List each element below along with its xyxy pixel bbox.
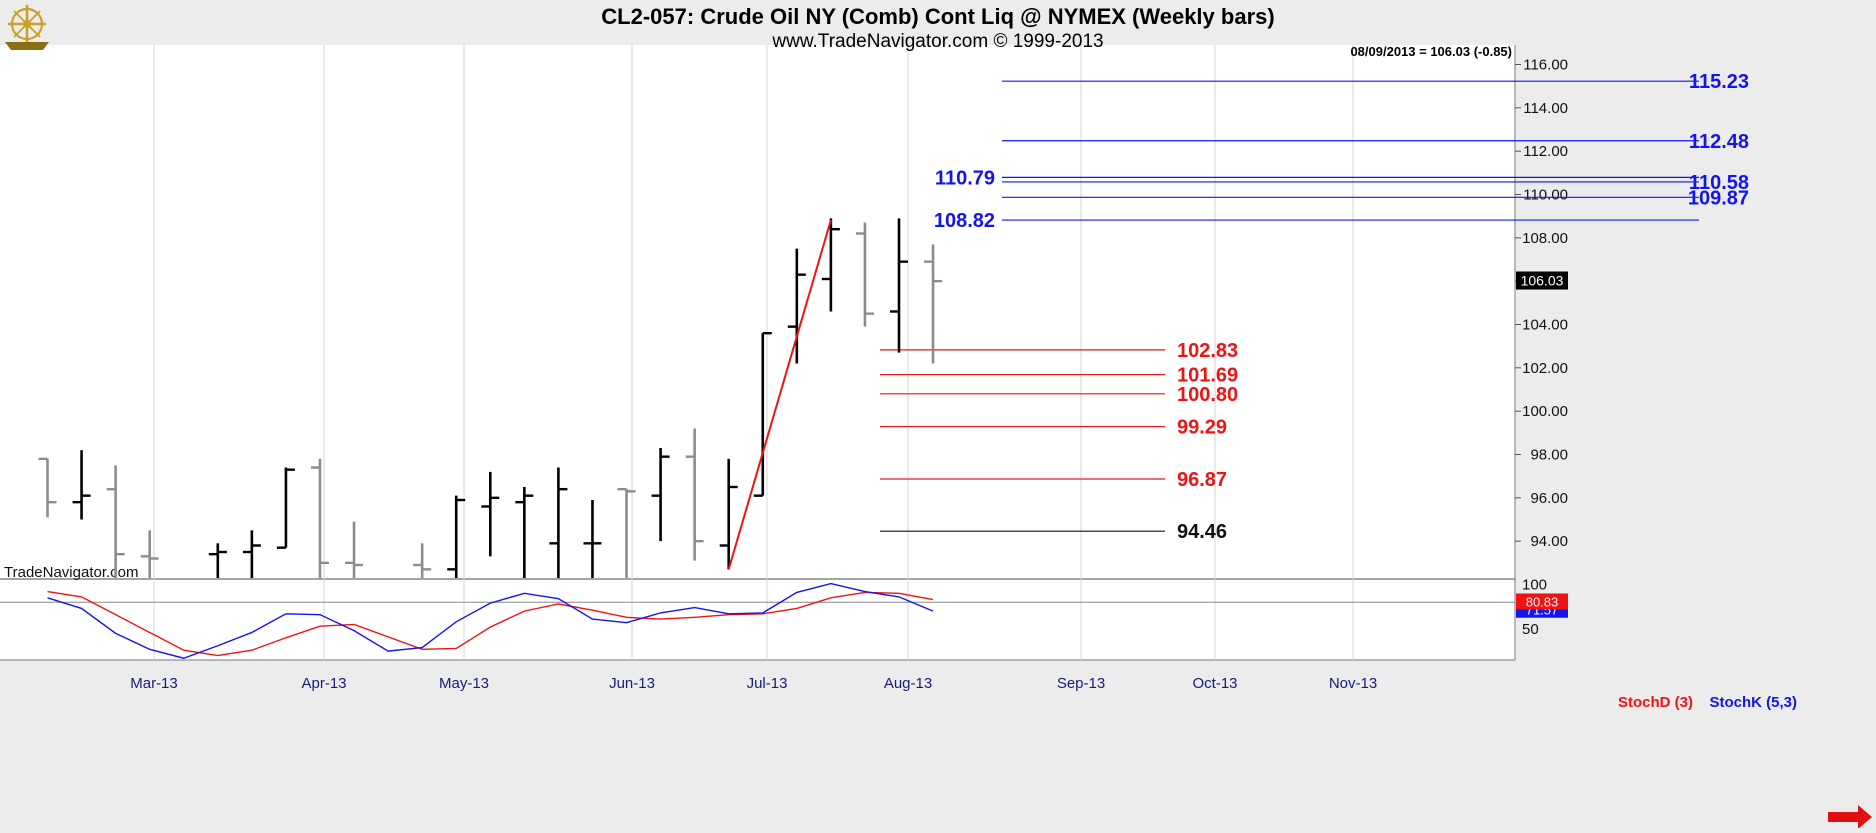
y-tick-label: 98.00 <box>1530 447 1568 464</box>
y-tick-label: 96.00 <box>1530 490 1568 507</box>
x-tick-label: Sep-13 <box>1057 675 1105 692</box>
chart-title: CL2-057: Crude Oil NY (Comb) Cont Liq @ … <box>601 4 1275 29</box>
y-tick-label: 100.00 <box>1522 403 1568 420</box>
y-tick-label: 112.00 <box>1523 143 1568 160</box>
level-label: 101.69 <box>1177 365 1238 387</box>
x-tick-label: Aug-13 <box>884 675 932 692</box>
level-label: 94.46 <box>1177 521 1227 543</box>
last-price-tag-label: 106.03 <box>1521 273 1564 289</box>
chart-subtitle: www.TradeNavigator.com © 1999-2013 <box>772 31 1104 52</box>
stochastic-y-tick-label: 100 <box>1522 576 1547 593</box>
stoch-d-value: 80.83 <box>1526 594 1559 609</box>
level-label: 102.83 <box>1177 340 1238 362</box>
y-tick-label: 102.00 <box>1522 360 1568 377</box>
level-label: 96.87 <box>1177 469 1227 491</box>
x-tick-label: Jul-13 <box>747 675 788 692</box>
level-label: 110.58 <box>1689 172 1749 194</box>
stoch-k-legend: StochK (5,3) <box>1709 694 1797 711</box>
last-price-info: 08/09/2013 = 106.03 (-0.85) <box>1350 44 1512 59</box>
stoch-d-legend: StochD (3) <box>1618 694 1693 711</box>
x-tick-label: Oct-13 <box>1192 675 1237 692</box>
level-label: 99.29 <box>1177 417 1227 439</box>
y-tick-label: 104.00 <box>1522 317 1568 334</box>
x-tick-label: Jun-13 <box>609 675 655 692</box>
stochastic-panel <box>0 580 1515 660</box>
scroll-right-arrow-icon <box>1828 805 1872 829</box>
y-tick-label: 94.00 <box>1530 533 1568 550</box>
swing-line <box>727 219 832 570</box>
trade-navigator-ship-logo-icon <box>5 5 49 50</box>
level-label: 100.80 <box>1177 384 1238 406</box>
price-panel <box>0 45 1515 578</box>
level-label: 110.79 <box>935 167 995 189</box>
y-tick-label: 108.00 <box>1522 230 1568 247</box>
x-tick-label: Mar-13 <box>130 675 178 692</box>
y-tick-label: 116.00 <box>1523 57 1568 74</box>
x-tick-label: May-13 <box>439 675 489 692</box>
level-label: 108.82 <box>934 210 995 232</box>
x-tick-label: Apr-13 <box>301 675 346 692</box>
x-tick-label: Nov-13 <box>1329 675 1377 692</box>
stochastic-y-tick-label: 50 <box>1522 621 1539 638</box>
stoch-d-value-tag <box>1516 593 1568 610</box>
level-label: 112.48 <box>1689 131 1749 153</box>
level-label: 115.23 <box>1689 71 1749 93</box>
y-tick-label: 114.00 <box>1523 100 1568 117</box>
last-price-tag <box>1516 271 1568 290</box>
level-label: 109.87 <box>1688 187 1749 209</box>
watermark-text: TradeNavigator.com <box>4 564 139 581</box>
stoch-k-line <box>47 582 934 659</box>
stoch-d-line <box>47 590 934 657</box>
y-tick-label: 110.00 <box>1523 187 1568 204</box>
